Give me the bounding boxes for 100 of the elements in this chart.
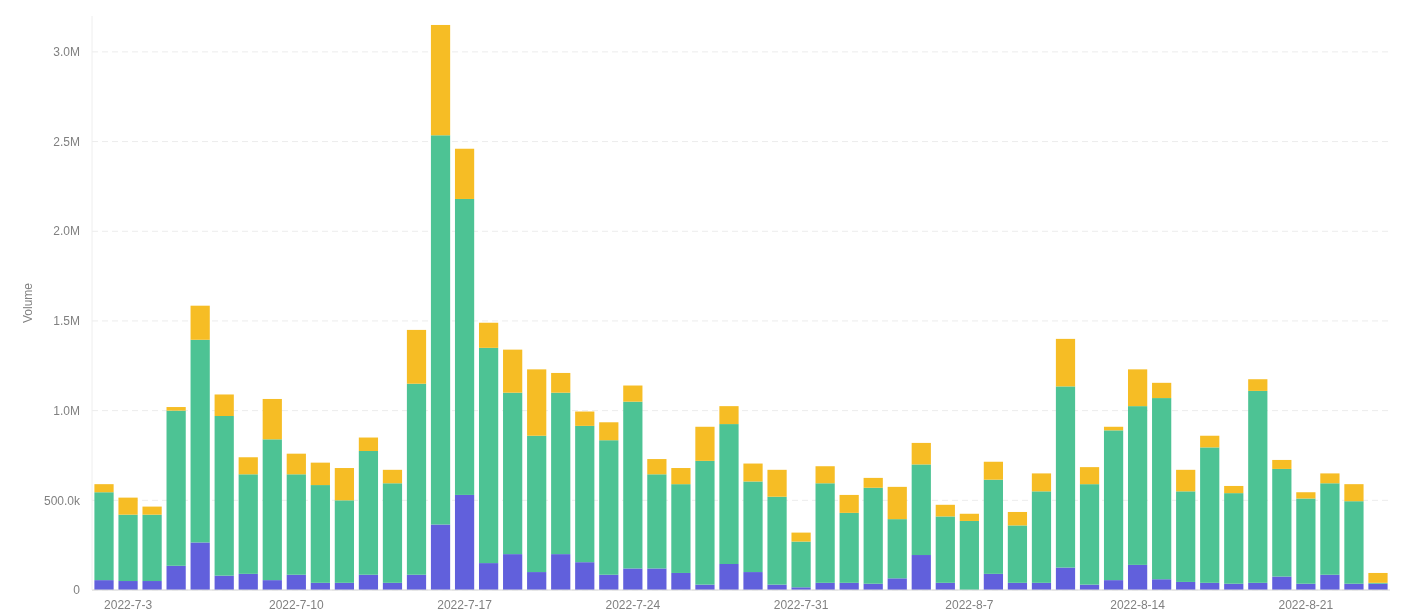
bar [527,572,547,590]
bar [983,479,1003,574]
bar [214,416,234,576]
bar [454,198,475,495]
bar [935,504,955,517]
bar [1152,398,1172,580]
bar [262,398,282,440]
bar [142,581,162,590]
x-tick-label: 2022-7-3 [104,598,153,612]
bar [1152,382,1172,399]
bar [310,485,330,583]
bar [142,514,162,582]
bar [118,497,138,515]
bar [1176,469,1196,492]
bar [527,435,547,573]
bar [1176,491,1196,582]
bar [479,563,499,590]
bar [695,460,715,585]
bar [575,425,595,563]
bar [479,322,499,348]
bar [1103,580,1124,590]
bar [1272,468,1292,577]
bar [863,477,883,488]
bar [1031,491,1052,583]
bar [358,574,379,590]
bar [1031,473,1052,492]
bar [1296,498,1316,584]
bar [551,554,571,590]
bar [286,574,306,590]
bar [551,372,571,393]
bar [454,494,475,590]
bar [671,468,691,485]
bar [334,500,354,583]
bar [647,459,667,475]
bar [1055,386,1076,568]
bar [94,492,114,581]
bar [743,572,763,590]
bar [1224,493,1244,584]
bar [262,439,282,581]
bar [94,484,114,493]
bar [238,474,258,574]
bar [406,383,427,575]
bar [1128,406,1148,565]
bar [1368,572,1388,583]
y-tick-label: 2.0M [53,224,80,239]
bar [959,520,979,590]
y-tick-label: 2.5M [53,134,80,149]
bar [503,392,523,555]
x-tick-label: 2022-8-21 [1278,598,1334,612]
bar [719,563,739,590]
bar [1079,484,1100,585]
x-tick-label: 2022-7-17 [437,598,493,612]
bar [1055,338,1076,387]
bar [623,385,643,402]
bar [839,494,859,513]
bar [911,442,931,465]
y-tick-label: 1.0M [53,403,80,418]
bar [647,474,667,569]
bar [190,305,210,340]
bar [1272,459,1292,469]
bar [262,580,282,590]
bar [190,542,210,590]
bar [1007,525,1028,583]
bar [1224,485,1244,494]
bar [1344,501,1364,584]
bar [1103,430,1124,581]
bar [1128,369,1148,407]
bar [1007,511,1028,526]
bar [1344,484,1364,502]
bar [1248,390,1268,583]
y-tick-label: 1.5M [53,314,80,329]
bar [286,453,306,475]
bar [430,135,451,525]
bar [214,394,234,417]
bar [767,469,787,497]
x-tick-label: 2022-7-31 [773,598,829,612]
bar [1296,492,1316,499]
bar [983,461,1003,480]
bar [647,568,667,590]
bar [166,410,186,566]
y-tick-label: 0 [73,583,81,598]
bar [142,506,162,515]
bar [719,424,739,564]
y-axis-title: Volume [21,282,35,324]
bar [935,516,955,583]
x-tick-label: 2022-7-10 [268,598,324,612]
bar [743,481,763,573]
x-tick-label: 2022-7-24 [605,598,661,612]
bar [430,24,451,136]
bar [1320,473,1340,484]
bar [1079,467,1100,485]
bar [382,469,403,484]
bar [791,541,811,588]
bar [671,484,691,573]
bar [479,347,499,564]
bar [334,468,354,501]
bar [959,513,979,521]
bar [719,406,739,425]
bar [190,339,210,543]
bar [575,562,595,590]
